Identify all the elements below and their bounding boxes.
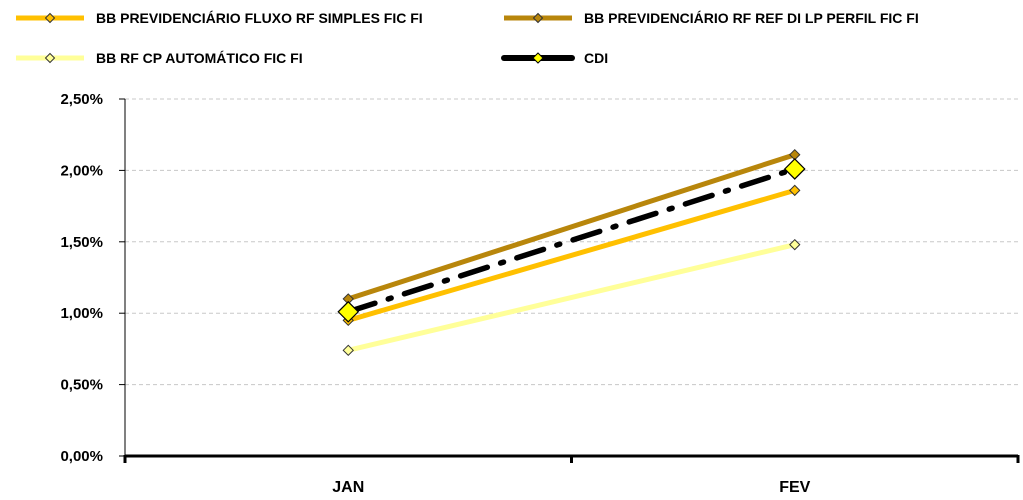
legend-label: BB PREVIDENCIÁRIO RF REF DI LP PERFIL FI…: [584, 10, 919, 26]
y-tick-label: 0,00%: [60, 448, 103, 465]
data-point: [783, 158, 806, 180]
y-tick-label: 0,50%: [60, 377, 103, 394]
series-1: [342, 184, 801, 327]
series-line: [347, 187, 796, 323]
legend-item: BB PREVIDENCIÁRIO RF REF DI LP PERFIL FI…: [504, 10, 919, 26]
data-point: [789, 238, 801, 251]
legend-marker: [44, 52, 56, 64]
x-tick-label: FEV: [779, 479, 810, 495]
series-line: [347, 152, 796, 302]
legend-label: BB RF CP AUTOMÁTICO FIC FI: [96, 50, 303, 66]
series-line: [347, 242, 796, 353]
y-tick-label: 1,00%: [60, 305, 103, 322]
legend-item: CDI: [501, 50, 608, 66]
y-tick-label: 2,50%: [60, 91, 103, 108]
data-point: [342, 344, 354, 357]
legend-marker: [532, 12, 544, 24]
series-3: [342, 238, 801, 357]
legend-marker: [44, 12, 56, 24]
legend: BB PREVIDENCIÁRIO FLUXO RF SIMPLES FIC F…: [16, 10, 919, 66]
x-tick-label: JAN: [332, 479, 364, 495]
legend-label: BB PREVIDENCIÁRIO FLUXO RF SIMPLES FIC F…: [96, 10, 423, 26]
series-4: [337, 158, 806, 323]
legend-item: BB PREVIDENCIÁRIO FLUXO RF SIMPLES FIC F…: [16, 10, 423, 26]
series-line: [345, 166, 798, 315]
axes: 0,00% 0,50% 1,00% 1,50% 2,00% 2,50% JAN FEV: [60, 91, 1020, 496]
y-tick-label: 1,50%: [60, 234, 103, 251]
data-point: [789, 184, 801, 197]
legend-label: CDI: [584, 50, 608, 66]
series-2: [342, 148, 801, 305]
gridlines: [125, 98, 1018, 386]
y-tick-label: 2,00%: [60, 162, 103, 179]
legend-marker: [532, 52, 544, 64]
data-point: [337, 300, 360, 323]
legend-item: BB RF CP AUTOMÁTICO FIC FI: [16, 50, 303, 66]
series-group: [337, 148, 806, 357]
